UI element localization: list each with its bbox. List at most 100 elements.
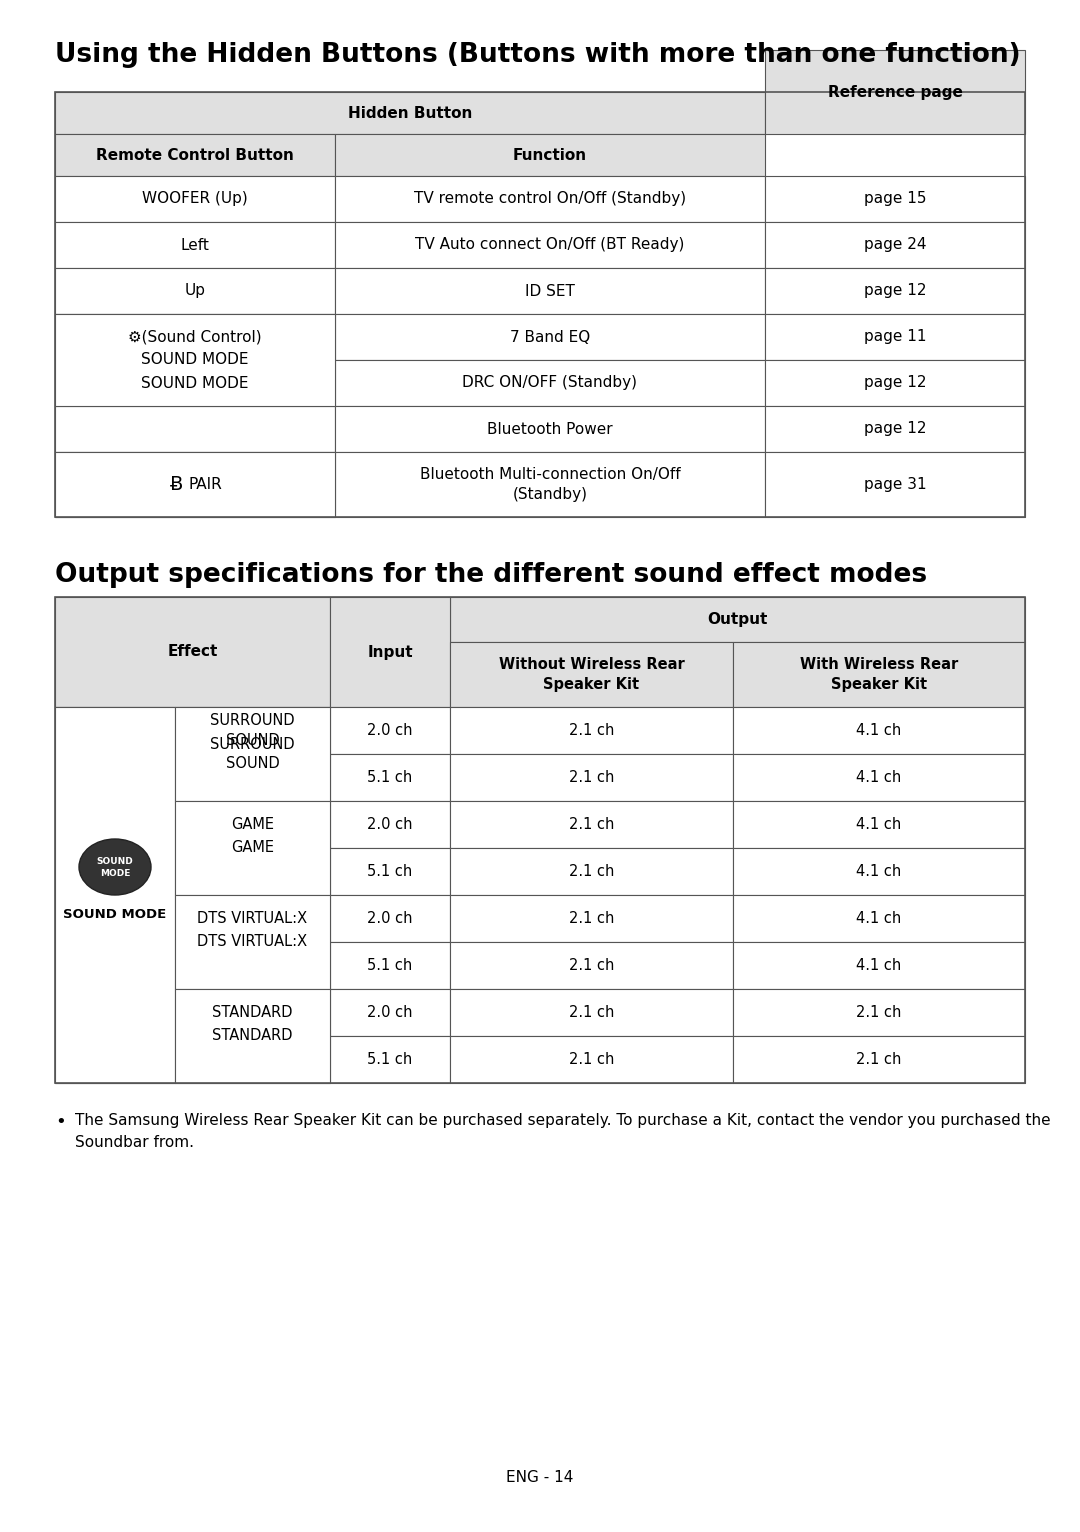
Bar [55,706,175,754]
Bar [175,706,330,801]
Text: 2.1 ch: 2.1 ch [569,958,615,973]
Text: 2.1 ch: 2.1 ch [569,1005,615,1020]
Text: 2.1 ch: 2.1 ch [569,864,615,879]
Text: 2.1 ch: 2.1 ch [569,723,615,738]
Bar [175,754,330,801]
Text: SOUND MODE: SOUND MODE [141,352,248,368]
Text: Output specifications for the different sound effect modes: Output specifications for the different … [55,562,927,588]
Bar [55,92,765,133]
Bar [55,942,175,990]
Bar [450,990,733,1036]
Bar [450,642,733,706]
Bar [733,801,1025,849]
Bar [330,849,450,895]
Bar [335,314,765,360]
Bar [55,452,335,516]
Text: 2.0 ch: 2.0 ch [367,817,413,832]
Bar [330,597,450,706]
Bar [450,1036,733,1083]
Bar [175,1036,330,1083]
Bar [55,268,335,314]
Bar [55,597,1025,1083]
Bar [330,597,450,642]
Text: Effect: Effect [167,645,218,659]
Text: 2.1 ch: 2.1 ch [856,1052,902,1066]
Text: 4.1 ch: 4.1 ch [856,771,902,784]
Text: 2.1 ch: 2.1 ch [856,1005,902,1020]
Bar [175,849,330,895]
Text: 2.1 ch: 2.1 ch [569,817,615,832]
Text: page 11: page 11 [864,329,927,345]
Bar [765,176,1025,222]
Text: PAIR: PAIR [188,476,221,492]
Text: SOUND MODE: SOUND MODE [64,908,166,922]
Text: SURROUND
SOUND: SURROUND SOUND [211,737,295,772]
Text: 4.1 ch: 4.1 ch [856,723,902,738]
Bar [55,706,175,1083]
Bar [55,597,330,706]
Bar [175,801,330,895]
Text: 4.1 ch: 4.1 ch [856,864,902,879]
Text: TV remote control On/Off (Standby): TV remote control On/Off (Standby) [414,192,686,207]
Text: 2.1 ch: 2.1 ch [569,1052,615,1066]
Text: 4.1 ch: 4.1 ch [856,817,902,832]
Bar [450,754,733,801]
Text: Hidden Button: Hidden Button [348,106,472,121]
Text: The Samsung Wireless Rear Speaker Kit can be purchased separately. To purchase a: The Samsung Wireless Rear Speaker Kit ca… [75,1114,1051,1151]
Bar [765,268,1025,314]
Bar [765,360,1025,406]
Text: Reference page: Reference page [827,84,962,100]
Bar [55,801,175,849]
Text: 7 Band EQ: 7 Band EQ [510,329,590,345]
Bar [175,895,330,942]
Text: Remote Control Button: Remote Control Button [96,147,294,162]
Bar [330,942,450,990]
Bar [55,360,335,406]
Text: GAME: GAME [231,841,274,855]
Bar [335,222,765,268]
Text: Output: Output [707,611,768,627]
Bar [335,268,765,314]
Bar [55,849,175,895]
Text: ID SET: ID SET [525,283,575,299]
Bar [55,314,335,360]
Text: Bluetooth Power: Bluetooth Power [487,421,612,437]
Bar [765,314,1025,360]
Text: page 12: page 12 [864,375,927,391]
Text: Up: Up [185,283,205,299]
Text: WOOFER (Up): WOOFER (Up) [143,192,248,207]
Bar [330,1036,450,1083]
Text: 2.0 ch: 2.0 ch [367,912,413,925]
Text: 2.1 ch: 2.1 ch [569,771,615,784]
Bar [450,706,733,754]
Bar [330,754,450,801]
Text: Without Wireless Rear
Speaker Kit: Without Wireless Rear Speaker Kit [499,657,685,692]
Text: 5.1 ch: 5.1 ch [367,958,413,973]
Text: page 15: page 15 [864,192,927,207]
Bar [450,801,733,849]
Text: MODE: MODE [99,869,131,878]
Bar [55,314,335,406]
Bar [765,222,1025,268]
Text: ENG - 14: ENG - 14 [507,1469,573,1485]
Bar [330,990,450,1036]
Bar [175,706,330,754]
Bar [733,754,1025,801]
Text: SOUND: SOUND [96,856,133,866]
Text: With Wireless Rear
Speaker Kit: With Wireless Rear Speaker Kit [800,657,958,692]
Bar [175,801,330,849]
Text: 5.1 ch: 5.1 ch [367,1052,413,1066]
Bar [175,990,330,1083]
Bar [335,360,765,406]
Text: 2.0 ch: 2.0 ch [367,1005,413,1020]
Text: •: • [55,1114,66,1131]
Text: DTS VIRTUAL:X: DTS VIRTUAL:X [198,912,308,925]
Text: Bluetooth Multi-connection On/Off
(Standby): Bluetooth Multi-connection On/Off (Stand… [420,467,680,502]
Text: 5.1 ch: 5.1 ch [367,864,413,879]
Bar [733,1036,1025,1083]
Bar [175,990,330,1036]
Bar [765,406,1025,452]
Ellipse shape [79,840,151,895]
Bar [55,990,175,1036]
Text: Left: Left [180,237,210,253]
